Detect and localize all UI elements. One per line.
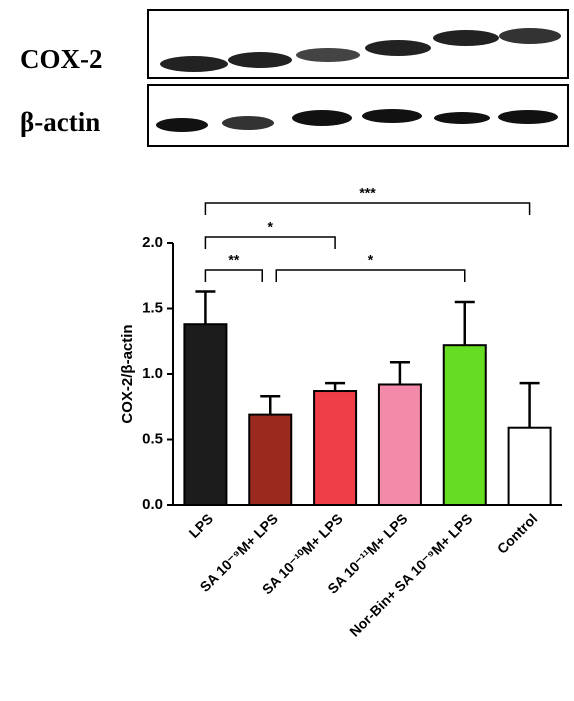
y-tick-label: 0.5 (142, 430, 163, 447)
bar (507, 426, 552, 506)
significance-label: ** (228, 252, 239, 268)
y-tick-label: 0.0 (142, 496, 163, 513)
significance-bracket (204, 236, 336, 249)
significance-bracket (204, 269, 263, 282)
significance-bracket (275, 269, 466, 282)
y-axis-label: COX-2/β-actin (119, 324, 136, 423)
bar (442, 344, 487, 506)
blot-label: β-actin (20, 107, 100, 137)
western-blot: COX-2 β-actin (20, 9, 569, 147)
significance-label: * (268, 219, 274, 235)
x-tick-label: LPS (186, 510, 217, 541)
bar (377, 383, 422, 507)
significance-label: * (368, 252, 374, 268)
bar (313, 390, 358, 506)
y-tick-label: 1.5 (142, 299, 163, 316)
bar (248, 413, 293, 506)
bar (183, 323, 228, 506)
y-tick-label: 1.0 (142, 365, 163, 382)
y-tick-label: 2.0 (142, 234, 163, 251)
significance-bracket (204, 202, 531, 215)
blot-label: COX-2 (20, 44, 103, 74)
blot-panel (147, 84, 569, 147)
cox2-bands (160, 28, 561, 72)
actin-bands (156, 109, 558, 132)
x-tick-label: Control (494, 510, 541, 557)
x-tick-label: Nor-Bin+ SA 10⁻⁹M+ LPS (346, 510, 475, 639)
significance-label: *** (359, 185, 376, 201)
